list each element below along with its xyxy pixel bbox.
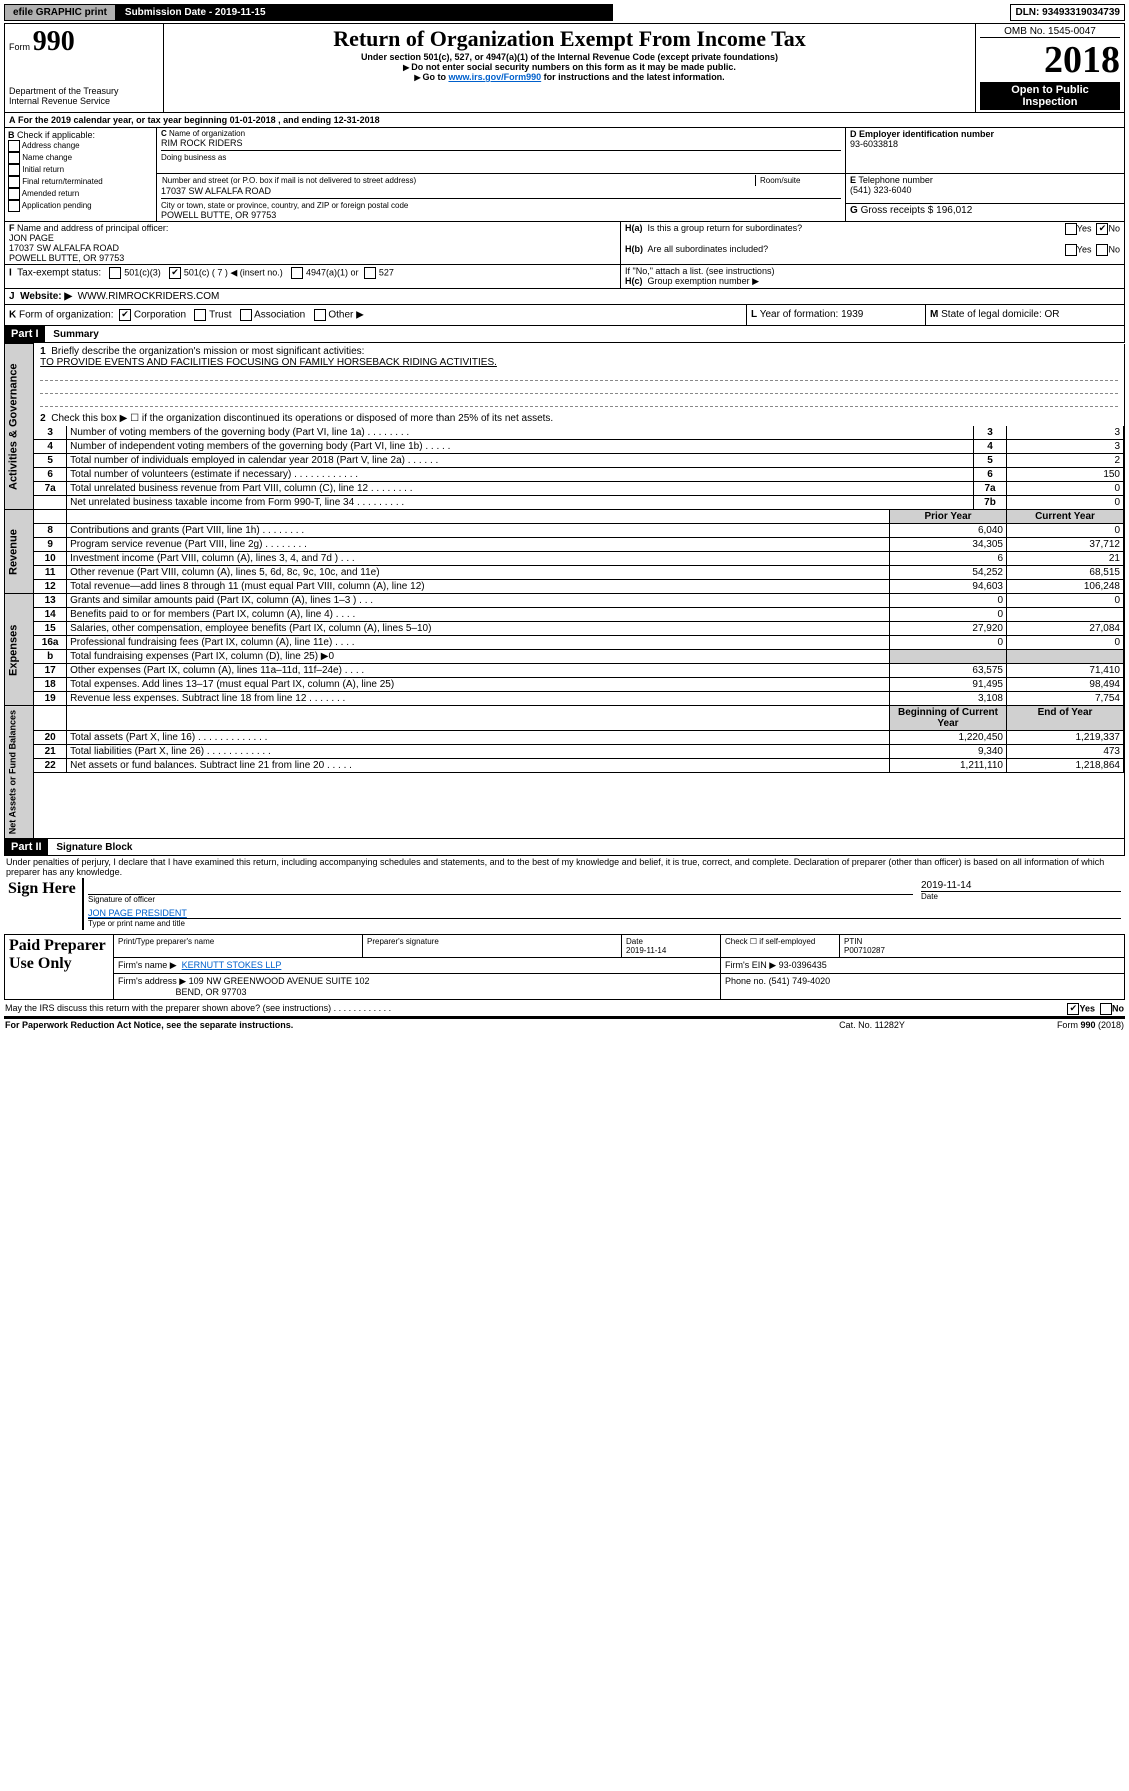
section-e: E Telephone number (541) 323-6040 — [846, 174, 1125, 204]
k-l-m-row: K Form of organization: ✔ Corporation Tr… — [4, 305, 1125, 326]
line-a: A For the 2019 calendar year, or tax yea… — [4, 113, 1125, 128]
spacer-bar — [275, 4, 613, 21]
footer-row: For Paperwork Reduction Act Notice, see … — [4, 1019, 1125, 1031]
sig-date-label: Date — [921, 891, 1121, 901]
section-m: M State of legal domicile: OR — [926, 305, 1125, 326]
col-beginning-year: Beginning of Current Year — [890, 706, 1007, 731]
section-l: L Year of formation: 1939 — [747, 305, 926, 326]
form-subtitle: Under section 501(c), 527, or 4947(a)(1)… — [168, 52, 971, 62]
prep-name-cell: Print/Type preparer's name — [114, 935, 363, 958]
ssn-note: Do not enter social security numbers on … — [168, 62, 971, 72]
section-i: I Tax-exempt status: 501(c)(3) ✔ 501(c) … — [5, 265, 621, 289]
open-public-badge: Open to Public Inspection — [980, 82, 1120, 110]
sig-officer-label: Signature of officer — [88, 894, 913, 904]
firm-phone-cell: Phone no. (541) 749-4020 — [721, 974, 1125, 1000]
form-footer: Form 990 (2018) — [1057, 1020, 1124, 1030]
sig-date: 2019-11-14 — [921, 880, 1121, 891]
col-prior-year: Prior Year — [890, 510, 1007, 524]
paid-preparer-label: Paid Preparer Use Only — [5, 935, 114, 1000]
dept-treasury: Department of the Treasury Internal Reve… — [9, 86, 159, 106]
form-number: 990 — [33, 26, 75, 57]
section-h-b: H(b) Are all subordinates included? — [621, 243, 1007, 265]
efile-badge: efile GRAPHIC print — [4, 4, 116, 21]
firm-name-cell: Firm's name ▶ KERNUTT STOKES LLP — [114, 958, 721, 974]
goto-prefix: Go to — [414, 72, 448, 82]
col-end-year: End of Year — [1007, 706, 1124, 731]
col-current-year: Current Year — [1007, 510, 1124, 524]
part2-header: Part II Signature Block — [4, 839, 1125, 856]
h-a-answer: Yes ✔No — [1006, 222, 1125, 243]
irs-link[interactable]: www.irs.gov/Form990 — [448, 72, 541, 82]
prep-sig-cell: Preparer's signature — [363, 935, 622, 958]
form-title: Return of Organization Exempt From Incom… — [168, 26, 971, 52]
section-k: K Form of organization: ✔ Corporation Tr… — [5, 305, 747, 326]
sign-here-label: Sign Here — [4, 878, 83, 930]
form-header: Form 990 Department of the Treasury Inte… — [4, 23, 1125, 113]
omb-number: OMB No. 1545-0047 — [980, 26, 1120, 37]
section-c-addr: Number and street (or P.O. box if mail i… — [157, 174, 846, 222]
entity-block: B Check if applicable: Address change Na… — [4, 128, 1125, 222]
section-b: B Check if applicable: Address change Na… — [5, 128, 157, 222]
form-label: Form — [9, 42, 30, 52]
mission-text: TO PROVIDE EVENTS AND FACILITIES FOCUSIN… — [40, 357, 1118, 368]
officer-name-label: Type or print name and title — [88, 918, 1121, 928]
part1-header: Part I Summary — [4, 326, 1125, 343]
section-c-name: C Name of organization RIM ROCK RIDERS D… — [157, 128, 846, 174]
part1-body: Activities & Governance 1 Briefly descri… — [4, 343, 1125, 839]
tax-year: 2018 — [980, 38, 1120, 82]
top-bar: efile GRAPHIC print Submission Date - 20… — [4, 4, 1125, 21]
label-net-assets: Net Assets or Fund Balances — [5, 706, 34, 839]
f-h-block: F Name and address of principal officer:… — [4, 222, 1125, 289]
dln: DLN: 93493319034739 — [1010, 4, 1125, 21]
h-b-answer: Yes No — [1006, 243, 1125, 265]
section-h-note: If "No," attach a list. (see instruction… — [621, 265, 1125, 289]
sign-here-block: Sign Here Signature of officer 2019-11-1… — [4, 878, 1125, 930]
goto-suffix: for instructions and the latest informat… — [541, 72, 725, 82]
firm-ein-cell: Firm's EIN ▶ 93-0396435 — [721, 958, 1125, 974]
section-d: D Employer identification number 93-6033… — [846, 128, 1125, 174]
ptin-cell: PTINP00710287 — [840, 935, 1125, 958]
paid-preparer-block: Paid Preparer Use Only Print/Type prepar… — [4, 934, 1125, 1000]
officer-name[interactable]: JON PAGE PRESIDENT — [88, 908, 1121, 918]
label-expenses: Expenses — [5, 594, 34, 706]
firm-addr-cell: Firm's address ▶ 109 NW GREENWOOD AVENUE… — [114, 974, 721, 1000]
discuss-row: May the IRS discuss this return with the… — [4, 1002, 1125, 1016]
submission-date: Submission Date - 2019-11-15 — [116, 4, 275, 21]
section-g: G Gross receipts $ 196,012 — [846, 203, 1125, 221]
section-j: J Website: ▶ WWW.RIMROCKRIDERS.COM — [4, 289, 1125, 305]
prep-date-cell: Date2019-11-14 — [622, 935, 721, 958]
self-employed-cell: Check ☐ if self-employed — [721, 935, 840, 958]
perjury-declaration: Under penalties of perjury, I declare th… — [4, 856, 1125, 878]
section-f: F Name and address of principal officer:… — [5, 222, 621, 265]
section-h-a: H(a) Is this a group return for subordin… — [621, 222, 1007, 243]
label-revenue: Revenue — [5, 510, 34, 594]
label-activities-governance: Activities & Governance — [5, 344, 34, 510]
